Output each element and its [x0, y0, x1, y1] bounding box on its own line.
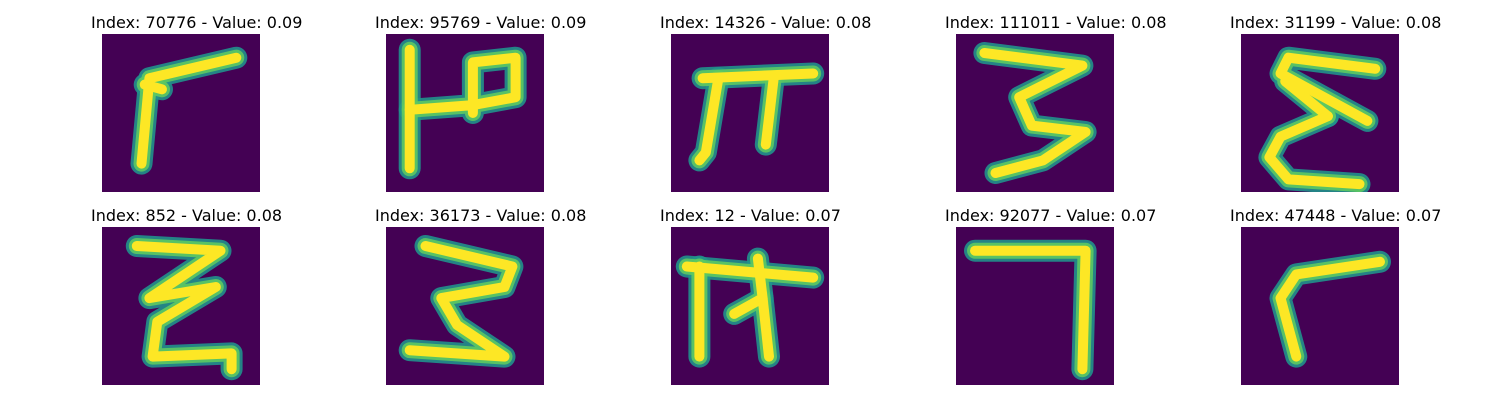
- glyph-stroke: [131, 241, 237, 375]
- glyph-stroke: [694, 73, 724, 166]
- glyph-stroke: [979, 48, 1091, 178]
- glyph-stroke: [139, 79, 167, 95]
- handwritten-glyph-image: [386, 34, 544, 192]
- glyph-stroke: [760, 73, 779, 150]
- handwritten-glyph-image: [386, 227, 544, 385]
- image-panel: Index: 95769 - Value: 0.09: [375, 12, 587, 192]
- panel-title: Index: 12 - Value: 0.07: [660, 206, 841, 225]
- panel-title: Index: 92077 - Value: 0.07: [945, 206, 1157, 225]
- image-panel: Index: 92077 - Value: 0.07: [945, 205, 1157, 385]
- glyph-stroke: [1280, 76, 1333, 122]
- glyph-stroke: [136, 52, 242, 169]
- image-panel: Index: 70776 - Value: 0.09: [91, 12, 303, 192]
- handwritten-glyph-image: [671, 227, 829, 385]
- handwritten-glyph-image: [1241, 34, 1399, 192]
- image-panel: Index: 14326 - Value: 0.08: [660, 12, 872, 192]
- glyph-stroke: [970, 245, 1091, 375]
- panel-title: Index: 14326 - Value: 0.08: [660, 13, 872, 32]
- panel-title: Index: 852 - Value: 0.08: [91, 206, 283, 225]
- glyph-stroke: [404, 52, 521, 118]
- glyph-stroke: [1275, 52, 1381, 126]
- image-panel: Index: 111011 - Value: 0.08: [945, 12, 1167, 192]
- panel-title: Index: 36173 - Value: 0.08: [375, 206, 587, 225]
- image-panel: Index: 31199 - Value: 0.08: [1230, 12, 1442, 192]
- handwritten-glyph-image: [102, 34, 260, 192]
- image-panel: Index: 47448 - Value: 0.07: [1230, 205, 1442, 385]
- glyph-stroke: [1275, 256, 1385, 362]
- handwritten-glyph-image: [1241, 227, 1399, 385]
- glyph-stroke: [757, 293, 774, 362]
- panel-title: Index: 47448 - Value: 0.07: [1230, 206, 1442, 225]
- image-panel: Index: 12 - Value: 0.07: [660, 205, 841, 385]
- glyph-stroke: [681, 261, 819, 283]
- panel-title: Index: 70776 - Value: 0.09: [91, 13, 303, 32]
- panel-title: Index: 111011 - Value: 0.08: [945, 13, 1167, 32]
- glyph-stroke: [1264, 111, 1365, 190]
- glyph-stroke: [404, 241, 518, 362]
- image-panel: Index: 852 - Value: 0.08: [91, 205, 283, 385]
- image-background: [1241, 227, 1399, 385]
- panel-title: Index: 31199 - Value: 0.08: [1230, 13, 1442, 32]
- handwritten-glyph-image: [956, 227, 1114, 385]
- handwritten-glyph-image: [102, 227, 260, 385]
- handwritten-glyph-image: [956, 34, 1114, 192]
- panel-title: Index: 95769 - Value: 0.09: [375, 13, 587, 32]
- image-panel: Index: 36173 - Value: 0.08: [375, 205, 587, 385]
- handwritten-glyph-image: [671, 34, 829, 192]
